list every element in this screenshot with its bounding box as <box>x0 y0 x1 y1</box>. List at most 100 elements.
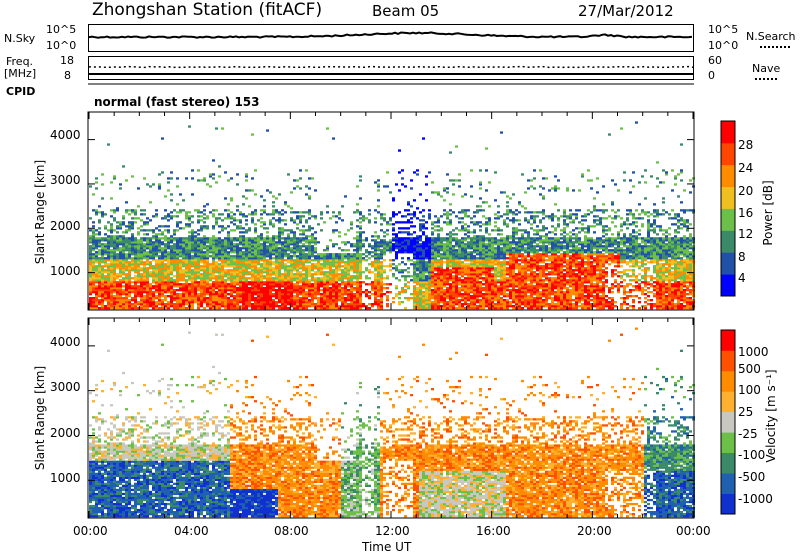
heatmap-cell <box>167 287 170 290</box>
heatmap-cell <box>320 299 323 302</box>
heatmap-cell <box>131 261 134 264</box>
heatmap-cell <box>131 265 134 268</box>
heatmap-cell <box>434 281 437 284</box>
heatmap-cell <box>449 297 452 300</box>
heatmap-cell <box>218 285 221 288</box>
heatmap-cell <box>119 283 122 286</box>
heatmap-cell <box>437 233 440 236</box>
heatmap-cell <box>320 285 323 288</box>
heatmap-cell <box>215 245 218 248</box>
heatmap-cell <box>269 237 272 240</box>
heatmap-cell <box>287 173 290 176</box>
heatmap-cell <box>95 271 98 274</box>
heatmap-cell <box>434 297 437 300</box>
heatmap-cell <box>110 287 113 290</box>
heatmap-cell <box>167 267 170 270</box>
heatmap-cell <box>116 243 119 246</box>
heatmap-cell <box>377 261 380 264</box>
heatmap-cell <box>161 289 164 292</box>
heatmap-cell <box>176 203 179 206</box>
heatmap-cell <box>251 263 254 266</box>
heatmap-cell <box>173 237 176 240</box>
heatmap-cell <box>446 255 449 258</box>
heatmap-cell <box>404 243 407 246</box>
heatmap-cell <box>107 249 110 252</box>
heatmap-cell <box>107 267 110 270</box>
heatmap-cell <box>371 235 374 238</box>
heatmap-cell <box>266 231 269 234</box>
heatmap-cell <box>401 257 404 260</box>
heatmap-cell <box>140 297 143 300</box>
heatmap-cell <box>116 265 119 268</box>
heatmap-cell <box>194 209 197 212</box>
heatmap-cell <box>230 243 233 246</box>
heatmap-cell <box>215 127 218 130</box>
heatmap-cell <box>287 241 290 244</box>
heatmap-cell <box>119 271 122 274</box>
heatmap-cell <box>224 291 227 294</box>
heatmap-cell <box>221 255 224 258</box>
heatmap-cell <box>164 269 167 272</box>
heatmap-cell <box>296 273 299 276</box>
heatmap-cell <box>215 253 218 256</box>
heatmap-cell <box>446 305 449 308</box>
heatmap-cell <box>464 273 467 276</box>
heatmap-cell <box>476 235 479 238</box>
heatmap-cell <box>374 279 377 282</box>
heatmap-cell <box>149 275 152 278</box>
heatmap-cell <box>488 261 491 264</box>
heatmap-cell <box>284 279 287 282</box>
heatmap-cell <box>245 215 248 218</box>
heatmap-cell <box>428 261 431 264</box>
heatmap-cell <box>290 275 293 278</box>
heatmap-cell <box>458 301 461 304</box>
heatmap-cell <box>482 277 485 280</box>
heatmap-cell <box>464 269 467 272</box>
heatmap-cell <box>125 295 128 298</box>
heatmap-cell <box>281 245 284 248</box>
heatmap-cell <box>203 307 206 310</box>
heatmap-cell <box>470 251 473 254</box>
heatmap-cell <box>470 269 473 272</box>
heatmap-cell <box>308 301 311 304</box>
heatmap-cell <box>446 251 449 254</box>
heatmap-cell <box>413 273 416 276</box>
heatmap-cell <box>368 213 371 216</box>
heatmap-cell <box>302 259 305 262</box>
heatmap-cell <box>419 261 422 264</box>
heatmap-cell <box>194 263 197 266</box>
heatmap-cell <box>314 267 317 270</box>
heatmap-cell <box>479 255 482 258</box>
heatmap-cell <box>95 303 98 306</box>
heatmap-cell <box>290 293 293 296</box>
heatmap-cell <box>221 225 224 228</box>
heatmap-cell <box>287 289 290 292</box>
heatmap-cell <box>458 239 461 242</box>
heatmap-cell <box>362 305 365 308</box>
heatmap-cell <box>395 241 398 244</box>
heatmap-cell <box>206 301 209 304</box>
heatmap-cell <box>419 303 422 306</box>
heatmap-cell <box>224 305 227 308</box>
heatmap-cell <box>437 229 440 232</box>
heatmap-cell <box>257 245 260 248</box>
heatmap-cell <box>224 257 227 260</box>
heatmap-cell <box>143 291 146 294</box>
heatmap-cell <box>269 275 272 278</box>
heatmap-cell <box>488 289 491 292</box>
heatmap-cell <box>203 255 206 258</box>
heatmap-cell <box>239 273 242 276</box>
heatmap-cell <box>218 283 221 286</box>
heatmap-cell <box>374 281 377 284</box>
heatmap-cell <box>425 221 428 224</box>
heatmap-cell <box>383 213 386 216</box>
heatmap-cell <box>188 283 191 286</box>
heatmap-cell <box>485 287 488 290</box>
heatmap-cell <box>449 241 452 244</box>
heatmap-cell <box>206 281 209 284</box>
heatmap-cell <box>248 295 251 298</box>
heatmap-cell <box>338 231 341 234</box>
heatmap-cell <box>482 215 485 218</box>
heatmap-cell <box>248 255 251 258</box>
heatmap-cell <box>413 297 416 300</box>
